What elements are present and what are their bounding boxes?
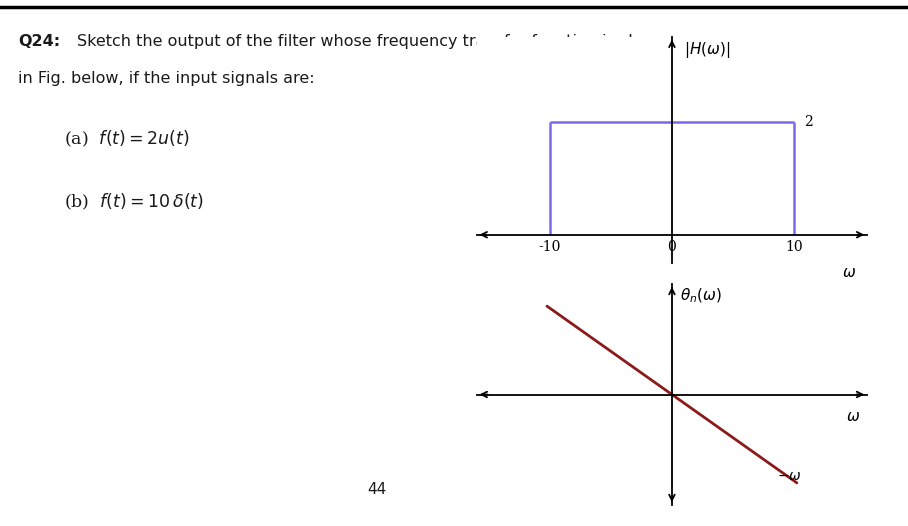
Text: (a)  $f(t) = 2u(t)$: (a) $f(t) = 2u(t)$ bbox=[64, 129, 189, 149]
Text: $\omega$: $\omega$ bbox=[842, 266, 856, 280]
Text: $\omega$: $\omega$ bbox=[846, 410, 861, 423]
Text: $-\omega$: $-\omega$ bbox=[777, 469, 802, 483]
Text: $|H(\omega)|$: $|H(\omega)|$ bbox=[684, 39, 731, 59]
Text: 44: 44 bbox=[367, 482, 387, 497]
Text: in Fig. below, if the input signals are:: in Fig. below, if the input signals are: bbox=[18, 71, 315, 86]
Text: 2: 2 bbox=[804, 115, 813, 129]
Text: Sketch the output of the filter whose frequency transfer function is shown: Sketch the output of the filter whose fr… bbox=[77, 34, 672, 49]
Text: $\theta_n(\omega)$: $\theta_n(\omega)$ bbox=[680, 287, 722, 305]
Text: (b)  $f(t) = 10\,\delta(t)$: (b) $f(t) = 10\,\delta(t)$ bbox=[64, 192, 203, 212]
Text: Q24:: Q24: bbox=[18, 34, 60, 49]
